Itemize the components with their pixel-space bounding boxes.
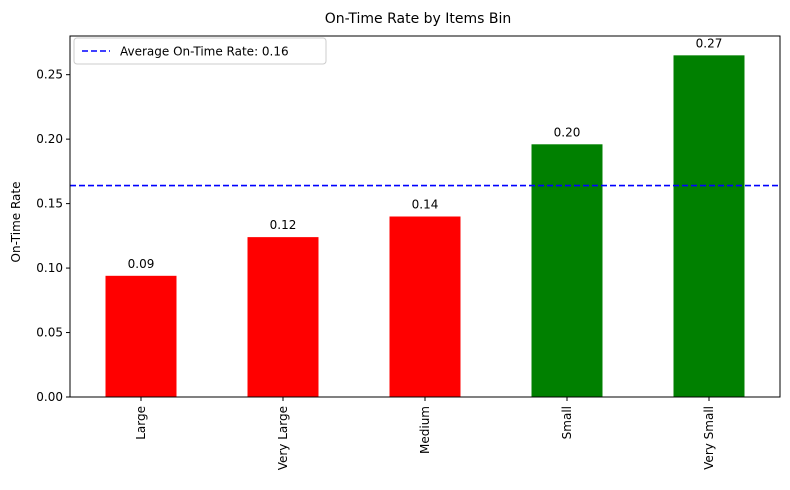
bar [531, 144, 603, 397]
y-tick-label: 0.05 [36, 326, 63, 340]
bar [105, 275, 177, 397]
y-tick-label: 0.25 [36, 68, 63, 82]
legend-box [73, 37, 327, 65]
plot-frame [69, 35, 781, 398]
legend: Average On-Time Rate: 0.16 [73, 37, 327, 65]
y-tick-label: 0.00 [36, 390, 63, 404]
x-tick-label: Medium [418, 406, 432, 454]
legend-label: Average On-Time Rate: 0.16 [120, 45, 289, 59]
bar-value-label: 0.12 [270, 218, 297, 232]
chart-title: On-Time Rate by Items Bin [325, 11, 512, 27]
y-tick-label: 0.10 [36, 261, 63, 275]
y-axis-title: On-Time Rate [9, 182, 23, 263]
x-tick-label: Small [560, 406, 574, 439]
bar [389, 216, 461, 397]
x-tick-label: Very Small [702, 406, 716, 470]
y-tick-label: 0.20 [36, 132, 63, 146]
bar-value-label: 0.14 [412, 198, 439, 212]
bar [673, 55, 745, 397]
bar-value-label: 0.20 [554, 125, 581, 139]
bar-value-label: 0.27 [696, 36, 723, 50]
y-tick-label: 0.15 [36, 197, 63, 211]
bar-value-label: 0.09 [128, 257, 155, 271]
bar [247, 237, 319, 397]
x-tick-label: Very Large [276, 406, 290, 470]
x-tick-label: Large [134, 406, 148, 440]
plot-area: 0.09 0.12 0.14 0.20 0.27 0.00 0.05 0.10 0.15 0.20… [36, 35, 781, 470]
